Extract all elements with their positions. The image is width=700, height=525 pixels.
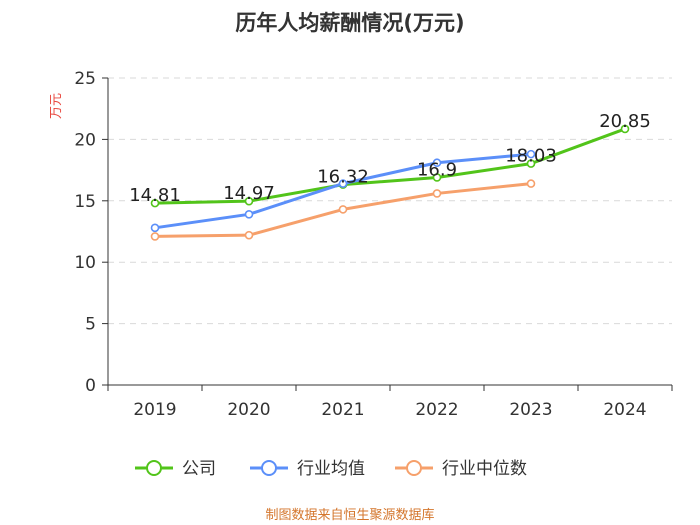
axis-layer: 0 5 10 15 20 25 2019 2020 2021 2022 2023 2024 bbox=[74, 69, 673, 420]
legend-marker bbox=[146, 460, 162, 476]
data-point[interactable] bbox=[526, 159, 536, 168]
y-tick-label: 5 bbox=[85, 315, 96, 335]
y-tick-label: 20 bbox=[74, 130, 96, 150]
legend: 公司 行业均值 行业中位数 bbox=[135, 459, 527, 479]
x-tick-label: 2020 bbox=[227, 400, 270, 420]
series-3 bbox=[150, 179, 536, 241]
data-point[interactable] bbox=[150, 232, 160, 241]
data-point[interactable] bbox=[620, 124, 630, 134]
legend-marker bbox=[261, 460, 277, 476]
x-tick-label: 2021 bbox=[321, 400, 364, 420]
data-point[interactable] bbox=[526, 149, 536, 159]
legend-item-2[interactable]: 行业均值 bbox=[250, 459, 365, 479]
data-point[interactable] bbox=[432, 189, 442, 198]
data-label: 14.81 bbox=[129, 185, 181, 206]
data-point[interactable] bbox=[338, 205, 348, 214]
data-point[interactable] bbox=[432, 158, 442, 168]
data-label: 18.03 bbox=[505, 146, 557, 167]
data-point[interactable] bbox=[244, 230, 254, 240]
legend-label: 行业中位数 bbox=[442, 459, 527, 479]
data-label-layer: 14.81 14.97 16.32 16.9 18.03 20.85 bbox=[129, 111, 651, 206]
data-label: 14.97 bbox=[223, 183, 275, 204]
data-point[interactable] bbox=[432, 173, 442, 182]
data-point[interactable] bbox=[150, 198, 160, 208]
series-2 bbox=[150, 149, 536, 233]
legend-label: 行业均值 bbox=[297, 459, 365, 479]
y-tick-label: 10 bbox=[74, 253, 96, 273]
legend-item-3[interactable]: 行业中位数 bbox=[395, 459, 527, 479]
series-line bbox=[154, 127, 626, 205]
data-point[interactable] bbox=[244, 210, 254, 219]
source-note: 制图数据来自恒生聚源数据库 bbox=[265, 507, 434, 523]
x-tick-label: 2022 bbox=[415, 400, 458, 420]
data-label: 16.9 bbox=[417, 159, 457, 180]
data-point[interactable] bbox=[150, 223, 160, 233]
data-label: 16.32 bbox=[317, 167, 369, 188]
x-tick-label: 2019 bbox=[133, 400, 176, 420]
chart-title: 历年人均薪酬情况(万元) bbox=[235, 11, 464, 35]
data-label: 20.85 bbox=[599, 111, 651, 132]
series-layer bbox=[150, 124, 630, 241]
y-tick-label: 0 bbox=[85, 376, 96, 396]
y-tick-label: 25 bbox=[74, 69, 96, 89]
data-point[interactable] bbox=[338, 179, 348, 188]
y-tick-label: 15 bbox=[74, 192, 96, 212]
legend-item-1[interactable]: 公司 bbox=[135, 459, 216, 479]
x-tick-label: 2023 bbox=[509, 400, 552, 420]
legend-label: 公司 bbox=[182, 459, 216, 479]
x-tick-label: 2024 bbox=[603, 400, 646, 420]
data-point[interactable] bbox=[244, 196, 254, 206]
y-axis-label: 万元 bbox=[49, 93, 64, 119]
legend-marker bbox=[406, 460, 422, 476]
data-point[interactable] bbox=[526, 179, 536, 188]
